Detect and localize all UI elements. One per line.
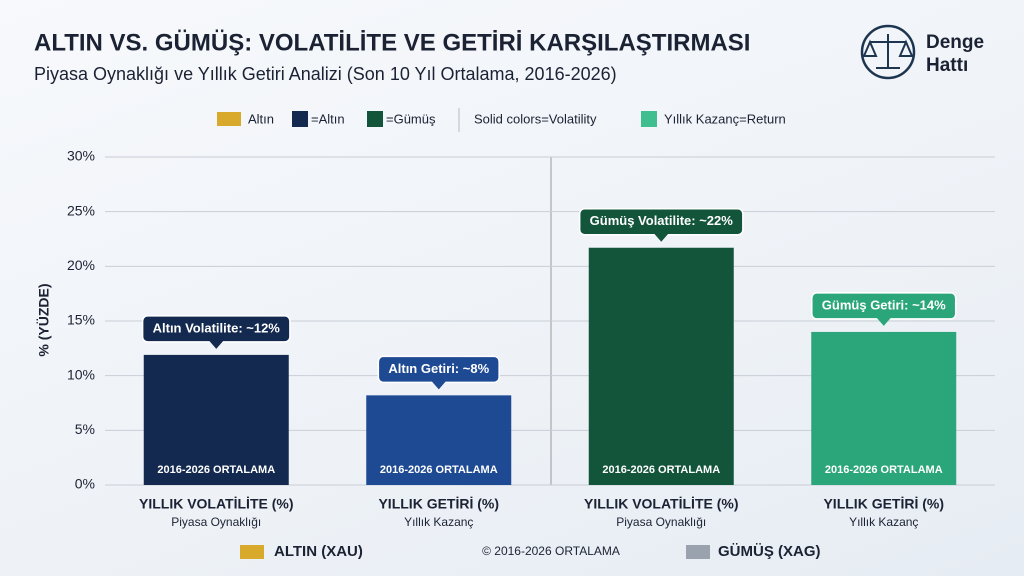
group-label: GÜMÜŞ (XAG) bbox=[718, 543, 821, 560]
y-tick-label: 25% bbox=[67, 202, 95, 218]
logo-text: Denge bbox=[926, 32, 984, 53]
group-label: ALTIN (XAU) bbox=[274, 543, 363, 560]
gold-icon bbox=[217, 112, 241, 126]
value-label: Gümüş Getiri: ~14% bbox=[822, 297, 946, 312]
footer: © 2016-2026 ORTALAMA bbox=[482, 544, 620, 558]
y-tick-label: 5% bbox=[75, 421, 95, 437]
silver-icon bbox=[686, 545, 710, 559]
legend-label: Yıllık Kazanç=Return bbox=[664, 111, 786, 126]
value-label: Gümüş Volatilite: ~22% bbox=[590, 213, 734, 228]
legend-label: Altın bbox=[248, 111, 274, 126]
logo: Denge Hattı bbox=[860, 24, 984, 80]
x-tick-sublabel: Piyasa Oynaklığı bbox=[171, 515, 261, 529]
legend-swatch bbox=[641, 111, 657, 127]
bar bbox=[811, 331, 957, 485]
x-tick-label: YILLIK VOLATİLİTE (%) bbox=[584, 496, 739, 512]
bar-inner-label: 2016-2026 ORTALAMA bbox=[825, 464, 943, 476]
bar bbox=[588, 247, 734, 485]
legend: Altın =Altın =Gümüş Solid colors=Volatil… bbox=[217, 108, 786, 132]
chart-title: ALTIN VS. GÜMÜŞ: VOLATİLİTE VE GETİRİ KA… bbox=[34, 29, 750, 56]
callout-pointer bbox=[431, 381, 446, 390]
legend-label: =Gümüş bbox=[386, 111, 436, 126]
x-tick-label: YILLIK VOLATİLİTE (%) bbox=[139, 496, 294, 512]
logo-text: Hattı bbox=[926, 55, 968, 76]
value-label: Altın Volatilite: ~12% bbox=[153, 320, 281, 335]
y-tick-label: 10% bbox=[67, 366, 95, 382]
y-tick-label: 0% bbox=[75, 476, 95, 492]
bar bbox=[143, 354, 289, 485]
x-tick-sublabel: Piyasa Oynaklığı bbox=[616, 515, 706, 529]
x-tick-sublabel: Yıllık Kazanç bbox=[849, 515, 918, 529]
bar-inner-label: 2016-2026 ORTALAMA bbox=[602, 464, 720, 476]
y-axis-label: % (YÜZDE) bbox=[36, 283, 52, 356]
callout-pointer bbox=[876, 317, 891, 326]
y-tick-label: 15% bbox=[67, 312, 95, 328]
bar-inner-label: 2016-2026 ORTALAMA bbox=[380, 464, 498, 476]
y-tick-label: 30% bbox=[67, 148, 95, 164]
callout-pointer bbox=[209, 340, 224, 349]
legend-swatch bbox=[367, 111, 383, 127]
legend-label: =Altın bbox=[311, 111, 345, 126]
gold-icon bbox=[240, 545, 264, 559]
logo-icon bbox=[860, 24, 916, 80]
chart-subtitle: Piyasa Oynaklığı ve Yıllık Getiri Analiz… bbox=[34, 64, 617, 84]
y-tick-label: 20% bbox=[67, 257, 95, 273]
x-tick-label: YILLIK GETİRİ (%) bbox=[378, 496, 499, 512]
callout-pointer bbox=[654, 233, 669, 242]
value-label: Altın Getiri: ~8% bbox=[388, 361, 489, 376]
x-tick-label: YILLIK GETİRİ (%) bbox=[823, 496, 944, 512]
legend-swatch bbox=[292, 111, 308, 127]
bar bbox=[366, 395, 512, 485]
logo-scale bbox=[862, 34, 914, 69]
x-tick-sublabel: Yıllık Kazanç bbox=[404, 515, 473, 529]
bar-inner-label: 2016-2026 ORTALAMA bbox=[157, 464, 275, 476]
legend-label: Solid colors=Volatility bbox=[474, 111, 597, 126]
